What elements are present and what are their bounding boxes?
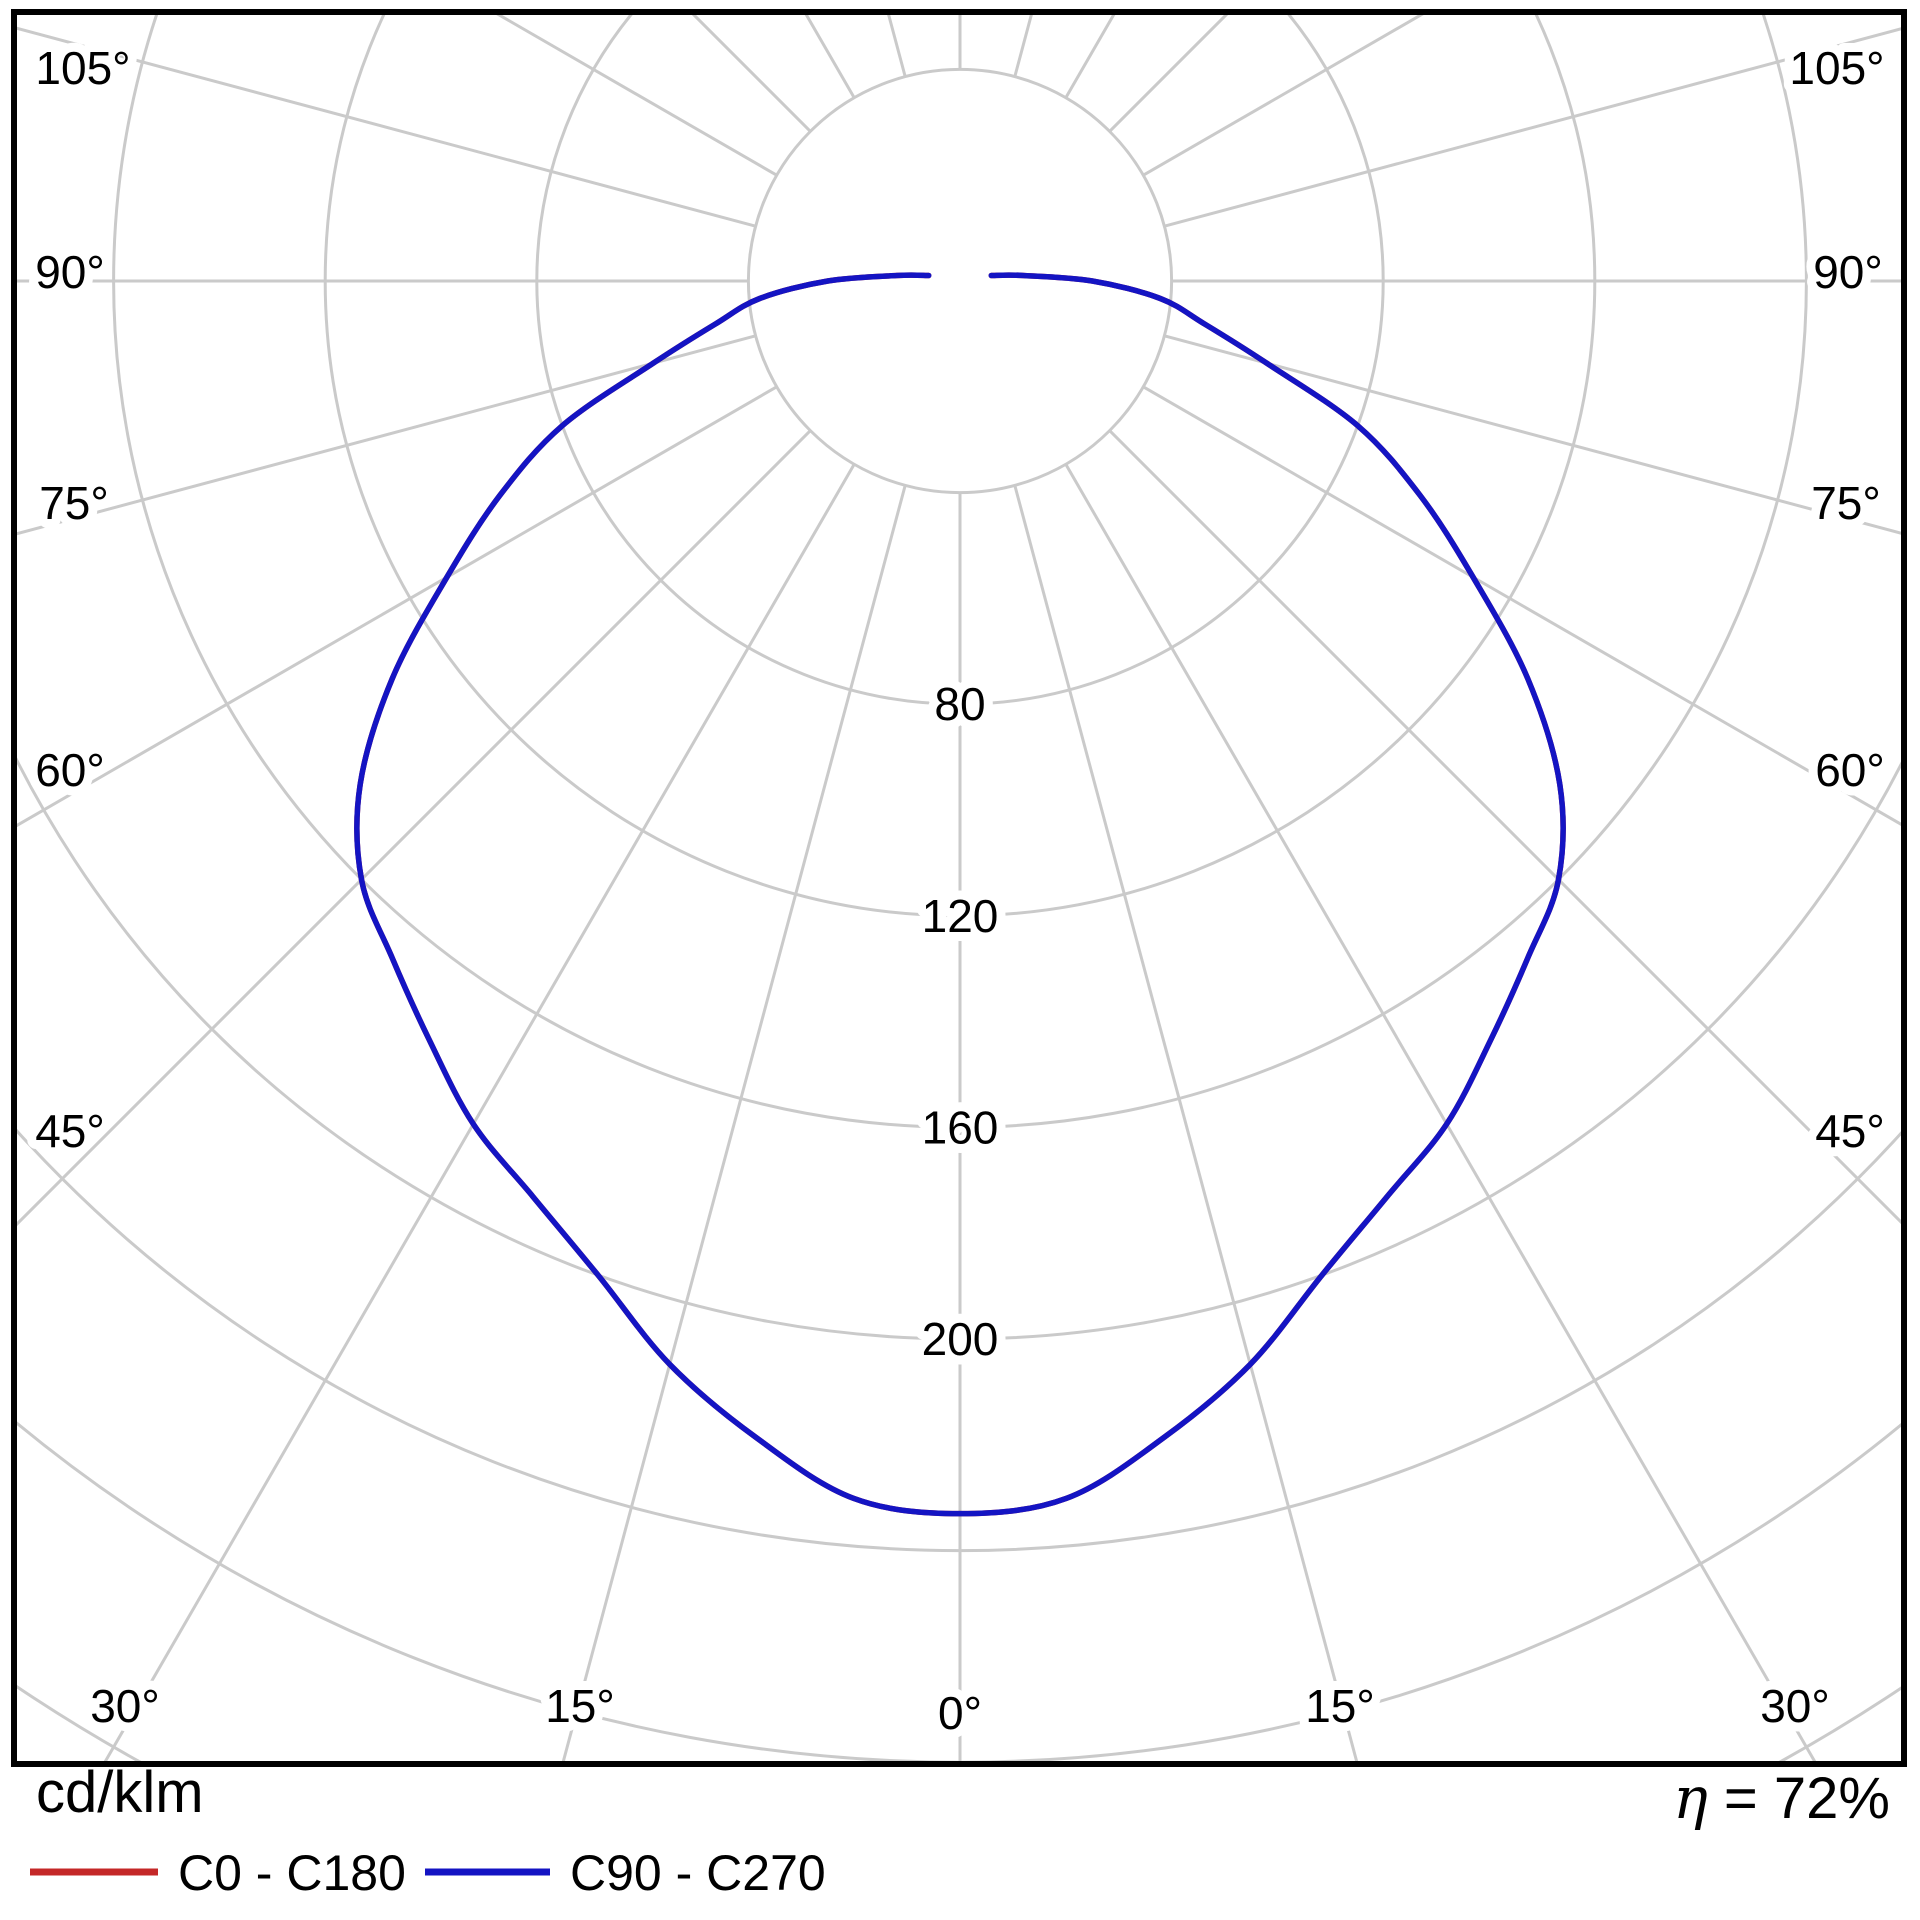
grid-radial-line-15	[1013, 485, 1359, 1761]
grid-radial-line-315	[17, 429, 812, 1227]
angle-label-left-105°: 105°	[35, 42, 130, 94]
angle-label-right-60°: 60°	[1815, 744, 1885, 796]
grid-radial-line-105	[1164, 27, 1901, 228]
grid-radial-line-285	[17, 334, 756, 536]
grid-ring-40	[746, 67, 1174, 495]
grid-radial-line-60	[1142, 385, 1901, 826]
grid-radial-line-45	[1108, 429, 1901, 1225]
grid-radial-line-330	[103, 463, 856, 1761]
angle-label-right-105°: 105°	[1789, 42, 1884, 94]
radial-scale-label-200: 200	[922, 1313, 999, 1365]
legend: C0 - C180 C90 - C270	[30, 1845, 826, 1901]
angle-label-left-75°: 75°	[39, 477, 109, 529]
angle-label-left-45°: 45°	[35, 1105, 105, 1157]
efficiency-value: η = 72%	[1673, 1764, 1890, 1832]
units-label: cd/klm	[36, 1760, 204, 1825]
grid-radial-line-255	[17, 26, 756, 228]
grid-radial-line-120	[1142, 15, 1424, 177]
grid-radial-line-30	[1064, 463, 1817, 1761]
angle-label-bottom-2-0°: 0°	[938, 1687, 982, 1739]
legend-label-c90-c270: C90 - C270	[570, 1845, 826, 1901]
plot-border	[11, 9, 1907, 1767]
angle-label-bottom-1-15°: 15°	[545, 1680, 615, 1732]
eta-symbol: η	[1673, 1764, 1708, 1832]
grid-radial-line-300	[17, 385, 778, 828]
intensity-curve-c90-c270	[354, 272, 1566, 1517]
radial-scale-label-80: 80	[934, 678, 985, 730]
angle-label-left-60°: 60°	[35, 744, 105, 796]
angle-label-bottom-3-15°: 15°	[1305, 1680, 1375, 1732]
legend-label-c0-c180: C0 - C180	[178, 1845, 406, 1901]
radial-scale-label-160: 160	[922, 1101, 999, 1153]
angle-label-right-75°: 75°	[1811, 477, 1881, 529]
radial-scale-label-120: 120	[922, 890, 999, 942]
grid-radial-line-75	[1164, 334, 1901, 535]
grid-radial-line-345	[561, 485, 907, 1761]
angle-label-right-45°: 45°	[1815, 1105, 1885, 1157]
angle-label-left-90°: 90°	[35, 246, 105, 298]
grid-labels: 105° 90° 75° 60° 45° 105° 90° 75° 60° 45° 30° 15° 0°…	[26, 33, 1894, 1748]
grid-radial-line-240	[496, 15, 778, 177]
angle-label-bottom-4-30°: 30°	[1760, 1680, 1830, 1732]
intensity-curves	[354, 272, 1566, 1517]
angle-label-right-90°: 90°	[1813, 246, 1883, 298]
eta-value-text: = 72%	[1708, 1766, 1890, 1831]
angle-label-bottom-0-30°: 30°	[90, 1680, 160, 1732]
